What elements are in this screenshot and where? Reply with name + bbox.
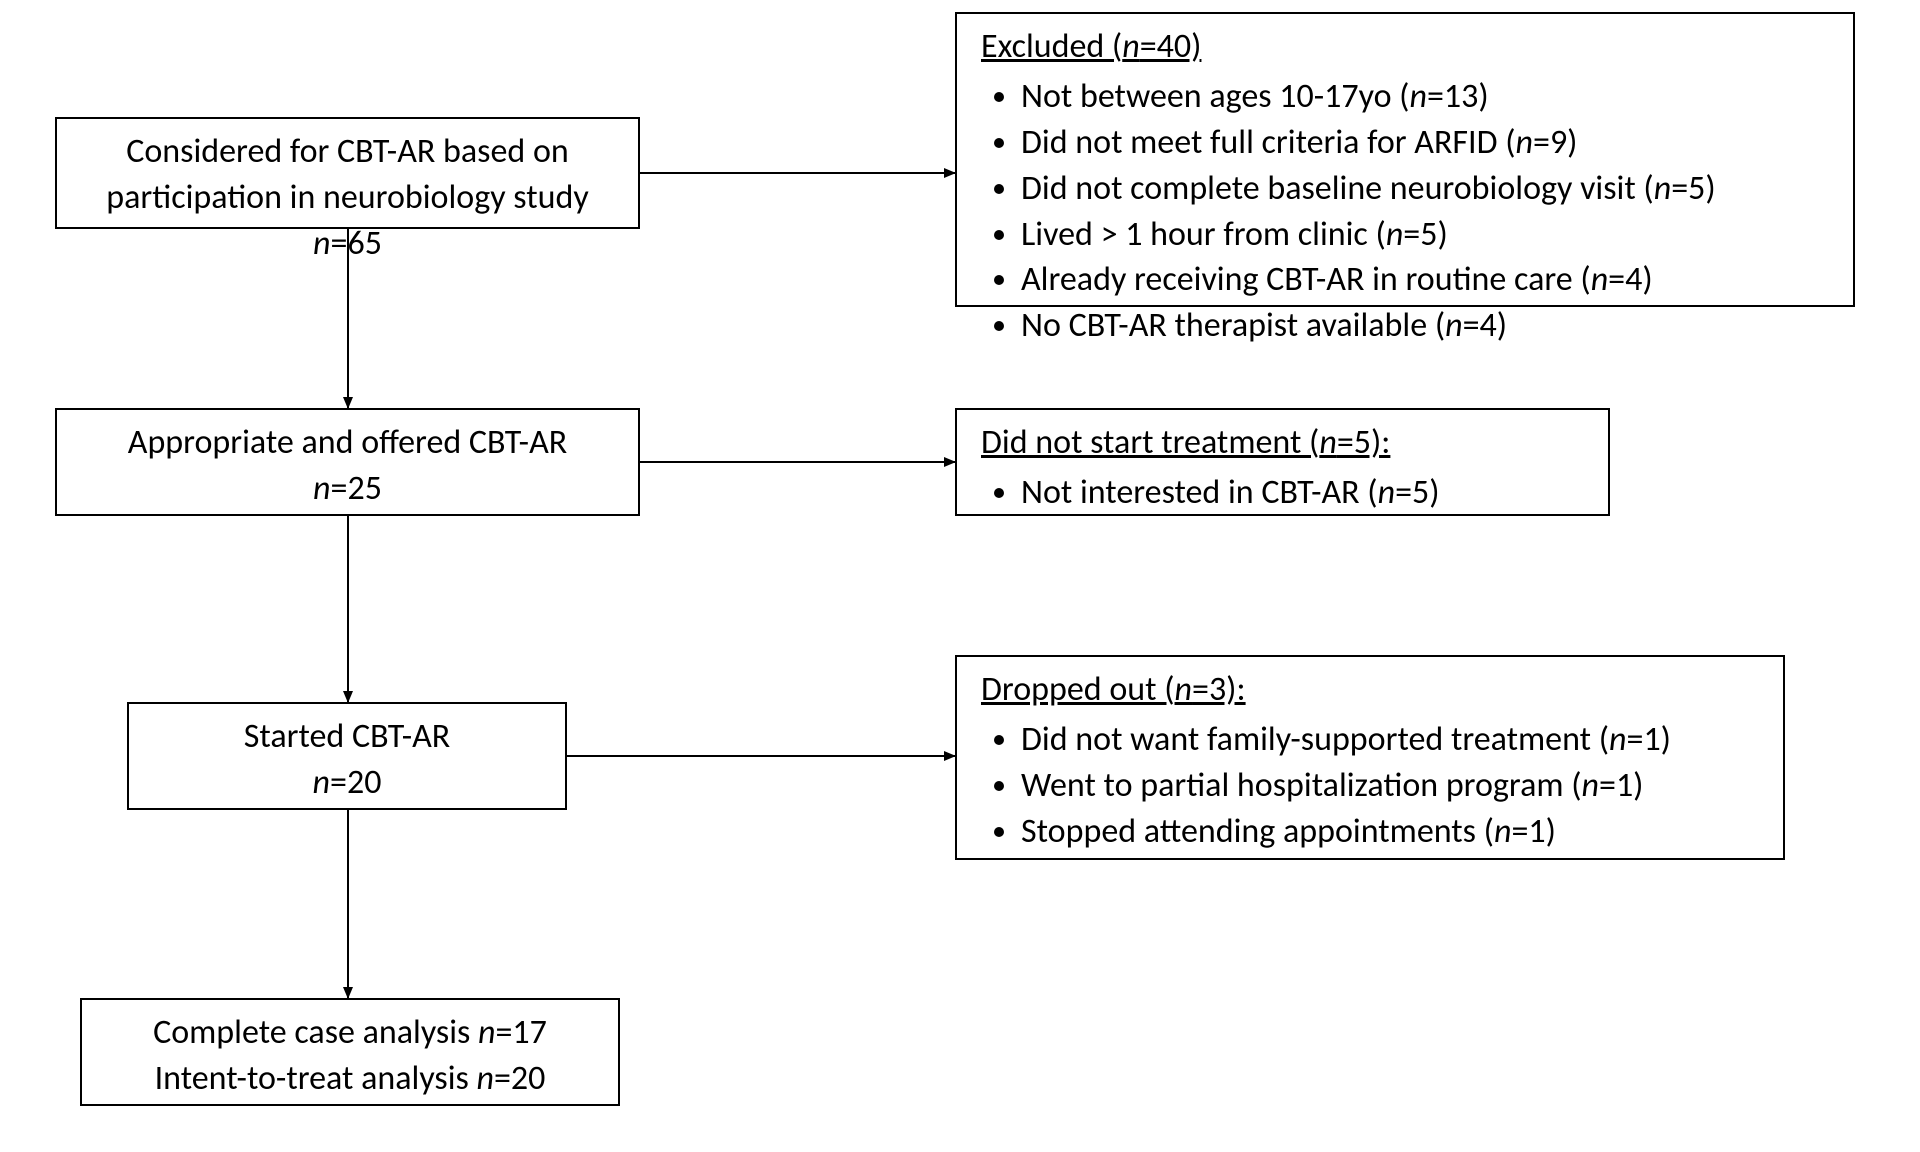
node-complete: Complete case analysis n=17 Intent-to-tr… [80, 998, 620, 1106]
n-value: =20 [330, 762, 381, 803]
dropped-list: Did not want family-supported treatment … [981, 717, 1759, 855]
complete-line1: Complete case analysis n=17 [106, 1010, 594, 1056]
l2-post: =20 [494, 1058, 545, 1099]
started-line1: Started CBT-AR [153, 714, 541, 760]
list-item: Stopped attending appointments (n=1) [1021, 809, 1759, 855]
list-item: Lived > 1 hour from clinic (n=5) [1021, 212, 1829, 258]
n-label: n [313, 468, 330, 509]
list-item: Did not meet full criteria for ARFID (n=… [1021, 120, 1829, 166]
heading-pre: Excluded ( [981, 26, 1122, 67]
heading-n: n [1122, 26, 1139, 67]
heading-post: =5): [1337, 422, 1391, 463]
appropriate-line1: Appropriate and offered CBT-AR [81, 420, 614, 466]
list-item: Not interested in CBT-AR (n=5) [1021, 470, 1584, 516]
heading-post: =40) [1140, 26, 1202, 67]
dropped-heading: Dropped out (n=3): [981, 667, 1759, 713]
heading-post: =3): [1192, 669, 1246, 710]
l2-n: n [477, 1058, 494, 1099]
node-dropped: Dropped out (n=3): Did not want family-s… [955, 655, 1785, 860]
node-excluded: Excluded (n=40) Not between ages 10-17yo… [955, 12, 1855, 307]
heading-n: n [1175, 669, 1192, 710]
node-started: Started CBT-AR n=20 [127, 702, 567, 810]
heading-pre: Dropped out ( [981, 669, 1175, 710]
n-label: n [313, 762, 330, 803]
list-item: No CBT-AR therapist available (n=4) [1021, 303, 1829, 349]
didnotstart-list: Not interested in CBT-AR (n=5) [981, 470, 1584, 516]
list-item: Did not want family-supported treatment … [1021, 717, 1759, 763]
started-n: n=20 [153, 760, 541, 806]
list-item: Already receiving CBT-AR in routine care… [1021, 257, 1829, 303]
l1-n: n [478, 1012, 495, 1053]
heading-n: n [1319, 422, 1336, 463]
excluded-list: Not between ages 10-17yo (n=13)Did not m… [981, 74, 1829, 349]
considered-line1: Considered for CBT-AR based on [81, 129, 614, 175]
excluded-heading: Excluded (n=40) [981, 24, 1829, 70]
appropriate-n: n=25 [81, 466, 614, 512]
considered-n: n=65 [81, 221, 614, 267]
l2-pre: Intent-to-treat analysis [155, 1058, 477, 1099]
node-did-not-start: Did not start treatment (n=5): Not inter… [955, 408, 1610, 516]
list-item: Not between ages 10-17yo (n=13) [1021, 74, 1829, 120]
node-considered: Considered for CBT-AR based on participa… [55, 117, 640, 229]
flowchart-canvas: Considered for CBT-AR based on participa… [0, 0, 1920, 1152]
l1-pre: Complete case analysis [153, 1012, 478, 1053]
heading-pre: Did not start treatment ( [981, 422, 1319, 463]
list-item: Went to partial hospitalization program … [1021, 763, 1759, 809]
node-appropriate: Appropriate and offered CBT-AR n=25 [55, 408, 640, 516]
l1-post: =17 [496, 1012, 547, 1053]
didnotstart-heading: Did not start treatment (n=5): [981, 420, 1584, 466]
n-label: n [313, 223, 330, 264]
n-value: =25 [331, 468, 382, 509]
n-value: =65 [331, 223, 382, 264]
list-item: Did not complete baseline neurobiology v… [1021, 166, 1829, 212]
complete-line2: Intent-to-treat analysis n=20 [106, 1056, 594, 1102]
considered-line2: participation in neurobiology study [81, 175, 614, 221]
